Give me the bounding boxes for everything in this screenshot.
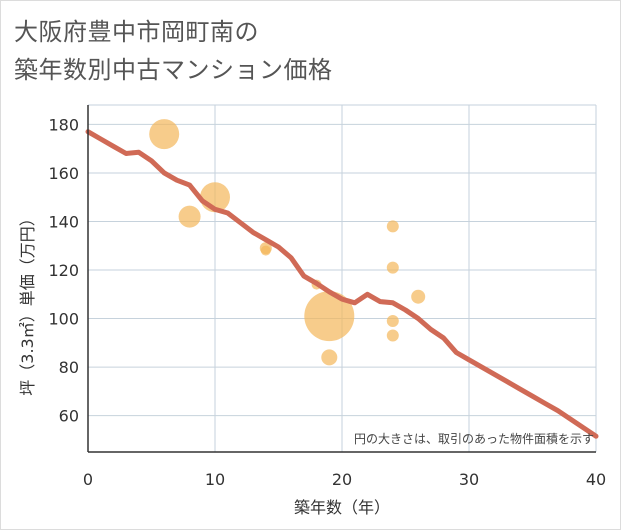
bubble-point [411, 289, 426, 304]
x-tick-label: 20 [332, 470, 352, 489]
axes [87, 105, 596, 453]
bubble-point [386, 329, 399, 342]
bubble-point [386, 261, 399, 274]
bubble-point [178, 205, 201, 228]
y-tick-label: 60 [59, 407, 79, 426]
y-tick-label: 80 [59, 358, 79, 377]
y-tick-label: 160 [48, 164, 79, 183]
x-tick-label: 40 [586, 470, 606, 489]
y-tick-label: 140 [48, 212, 79, 231]
bubbles [149, 119, 426, 366]
x-tick-label: 30 [459, 470, 479, 489]
chart-title: 大阪府豊中市岡町南の 築年数別中古マンション価格 [14, 13, 574, 89]
bubble-point [304, 291, 355, 342]
trend-line [85, 129, 599, 439]
bubble-point [149, 119, 180, 150]
y-axis-label: 坪（3.3㎡）単価（万円） [18, 210, 37, 395]
tick-labels: 0 10 20 30 40 60 80 100 120 140 160 180 [48, 115, 606, 489]
x-tick-label: 0 [83, 470, 93, 489]
chart-title-line-1: 大阪府豊中市岡町南の [14, 18, 259, 46]
x-axis-label: 築年数（年） [294, 498, 390, 517]
size-note: 円の大きさは、取引のあった物件面積を示す [354, 431, 594, 446]
y-tick-label: 120 [48, 261, 79, 280]
y-tick-label: 100 [48, 310, 79, 329]
bubble-point [386, 220, 399, 233]
bubble-point [321, 349, 338, 366]
bubble-point [260, 245, 271, 256]
grid [88, 104, 597, 452]
chart-title-line-2: 築年数別中古マンション価格 [14, 56, 333, 84]
trend-lines [85, 129, 599, 439]
x-tick-label: 10 [205, 470, 225, 489]
y-tick-label: 180 [48, 115, 79, 134]
bubble-point [386, 314, 399, 327]
